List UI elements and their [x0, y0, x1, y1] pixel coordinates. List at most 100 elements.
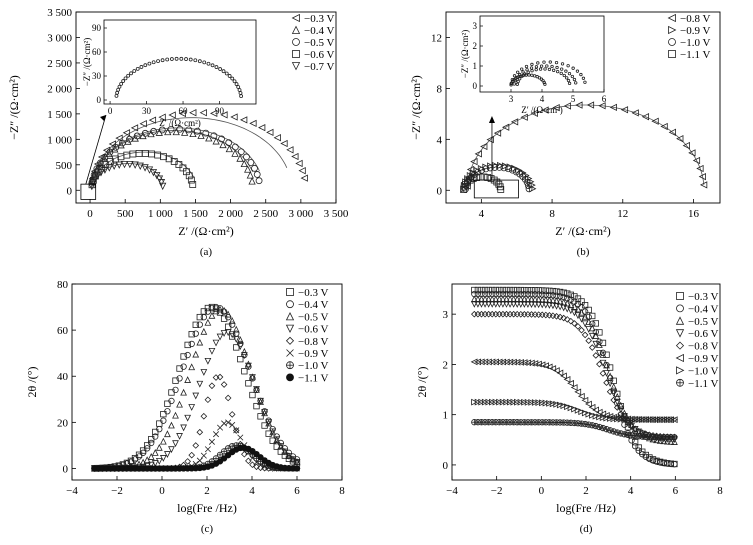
- data-point: [667, 416, 675, 424]
- y-tick-label: 2 000: [47, 83, 72, 95]
- data-point: [556, 401, 564, 409]
- data-point: [585, 421, 592, 428]
- data-point: [585, 326, 593, 333]
- data-point: [172, 411, 179, 419]
- data-point: [269, 437, 276, 444]
- data-point: [488, 310, 496, 318]
- data-point: [204, 304, 212, 312]
- data-point: [89, 179, 97, 187]
- zoom-arrow: [85, 114, 107, 185]
- x-tick-label: −4: [446, 485, 458, 497]
- data-point: [517, 301, 525, 308]
- data-point: [553, 288, 560, 295]
- data-point: [531, 301, 539, 309]
- data-point: [486, 135, 494, 144]
- data-point: [156, 425, 163, 433]
- data-point: [208, 305, 216, 312]
- data-point: [175, 161, 183, 168]
- x-axis-label: log(Fre /Hz): [177, 501, 237, 515]
- data-point: [204, 396, 212, 404]
- data-point: [225, 144, 233, 153]
- y-tick-label: 80: [57, 279, 69, 291]
- legend-marker: [667, 13, 676, 23]
- data-point: [139, 449, 147, 456]
- inset-point: [135, 66, 140, 71]
- data-point: [135, 150, 143, 157]
- data-point: [485, 398, 493, 406]
- inset-point: [575, 69, 580, 73]
- data-point: [542, 399, 550, 407]
- data-point: [521, 398, 529, 406]
- inset-point: [542, 60, 546, 64]
- data-point: [147, 453, 155, 460]
- data-point: [489, 398, 496, 406]
- data-point: [492, 310, 500, 318]
- data-point: [517, 398, 525, 406]
- y-axis-label: 2θ /(°): [415, 367, 429, 398]
- legend-marker: [676, 366, 685, 375]
- legend-marker: [286, 349, 294, 357]
- zoom-box: [80, 183, 97, 200]
- data-point: [196, 380, 204, 388]
- data-point: [520, 359, 528, 366]
- inset-x-tick-label: 4: [540, 94, 545, 104]
- data-point: [133, 132, 141, 140]
- inset-point: [184, 57, 188, 61]
- data-point: [240, 352, 248, 360]
- data-point: [492, 295, 500, 303]
- data-point: [474, 398, 482, 406]
- data-point: [151, 460, 159, 467]
- data-point: [192, 392, 200, 400]
- data-point: [164, 451, 171, 458]
- data-point: [293, 465, 301, 472]
- data-point: [535, 399, 543, 407]
- data-point: [510, 398, 518, 406]
- x-tick-label: 1 500: [183, 208, 208, 220]
- data-point: [513, 295, 521, 303]
- inset-point: [132, 69, 137, 73]
- data-point: [509, 358, 517, 366]
- data-point: [482, 165, 490, 173]
- data-point: [196, 457, 203, 464]
- data-point: [667, 437, 675, 445]
- data-point: [126, 135, 133, 143]
- data-point: [503, 310, 510, 318]
- inset-y-tick-label: 1: [473, 61, 478, 71]
- data-point: [553, 302, 560, 310]
- inset-point: [539, 64, 544, 68]
- data-point: [668, 128, 676, 136]
- data-point: [596, 341, 603, 348]
- inset-point: [556, 69, 560, 74]
- data-point: [208, 347, 216, 355]
- x-tick-label: 8: [549, 208, 555, 220]
- data-point: [481, 310, 489, 318]
- inset-point: [221, 69, 226, 74]
- inset-y-tick-label: 60: [92, 47, 102, 57]
- data-point: [216, 305, 224, 312]
- y-axis-label: 2θ /(°): [25, 367, 39, 398]
- inset-x-tick-label: 60: [179, 106, 189, 116]
- data-point: [286, 146, 294, 154]
- data-point: [649, 457, 657, 464]
- data-point: [660, 459, 667, 467]
- data-point: [513, 310, 521, 318]
- data-point: [212, 339, 220, 347]
- x-tick-label: 1 000: [148, 208, 173, 220]
- inset-point: [206, 61, 211, 66]
- data-point: [628, 422, 635, 430]
- inset-point: [560, 67, 564, 71]
- data-point: [216, 305, 224, 313]
- data-point: [474, 286, 482, 294]
- data-point: [624, 419, 632, 427]
- data-point: [249, 374, 256, 382]
- data-point: [160, 153, 167, 161]
- legend-marker: [668, 25, 677, 35]
- legend-marker: [286, 373, 294, 382]
- y-tick-label: 1 000: [47, 134, 72, 146]
- data-point: [155, 457, 163, 465]
- data-point: [101, 166, 109, 174]
- inset-point: [560, 62, 565, 66]
- data-point: [499, 310, 507, 318]
- data-point: [184, 376, 192, 383]
- data-point: [503, 286, 510, 294]
